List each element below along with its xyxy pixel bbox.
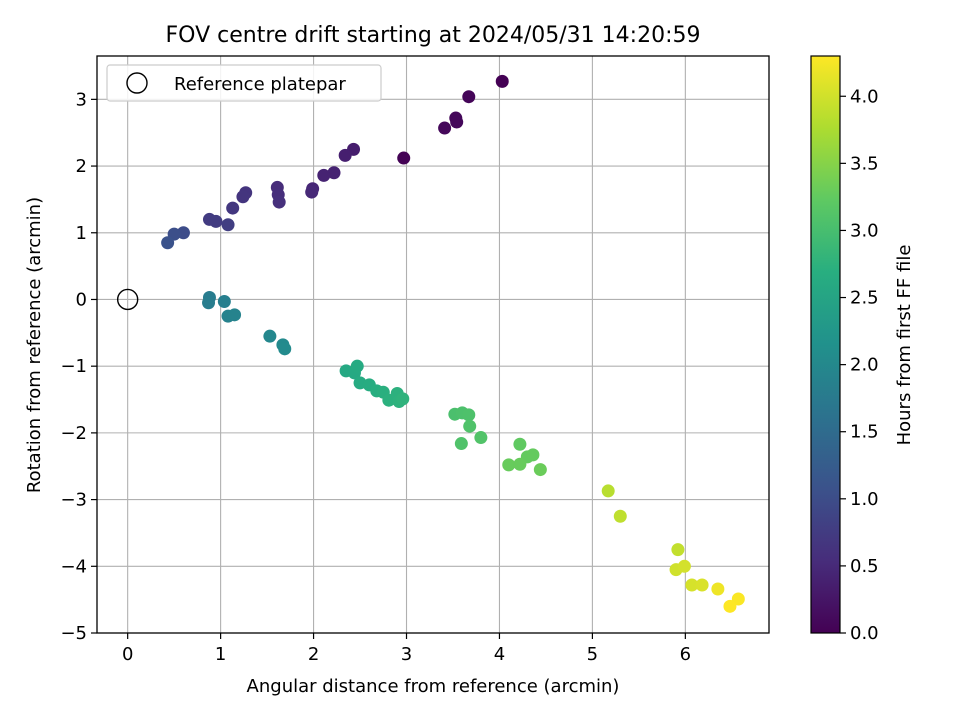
x-tick-label: 5 [587, 644, 598, 665]
data-point [450, 115, 464, 129]
data-point [462, 90, 476, 104]
x-tick-label: 0 [122, 644, 133, 665]
x-axis-label: Angular distance from reference (arcmin) [247, 676, 620, 697]
data-point [723, 599, 737, 613]
data-point [278, 342, 292, 356]
x-tick-label: 2 [308, 644, 319, 665]
y-tick-label: −1 [60, 356, 87, 377]
x-tick-label: 6 [680, 644, 691, 665]
x-tick-label: 1 [215, 644, 226, 665]
colorbar-tick-label: 3.0 [850, 220, 879, 241]
colorbar-tick-label: 3.5 [850, 153, 879, 174]
data-point [217, 294, 231, 308]
reference-platepar-marker [116, 288, 139, 311]
colorbar-tick-label: 1.5 [850, 422, 879, 443]
x-tick-label: 4 [494, 644, 505, 665]
y-tick-label: 2 [76, 156, 87, 177]
data-point [202, 296, 216, 310]
x-axis-ticks: 0 1 2 3 4 5 6 [122, 633, 691, 665]
y-tick-label: 0 [76, 289, 87, 310]
data-point [272, 195, 286, 209]
colorbar-tick-label: 1.0 [850, 489, 879, 510]
legend-box [106, 64, 382, 102]
reference-marker [116, 288, 139, 311]
data-point [495, 74, 509, 88]
colorbar-label: Hours from first FF file [894, 245, 915, 446]
data-point [601, 484, 615, 498]
data-point [263, 329, 277, 343]
data-point [327, 166, 341, 180]
data-point [226, 201, 240, 215]
data-point [338, 148, 352, 162]
legend-label: Reference platepar [174, 74, 346, 95]
data-point [685, 578, 699, 592]
y-tick-label: −5 [60, 623, 87, 644]
data-point [613, 509, 627, 523]
legend: Reference platepar [106, 64, 382, 102]
data-points [161, 74, 745, 613]
chart-title: FOV centre drift starting at 2024/05/31 … [166, 23, 701, 48]
colorbar-ticks: 0.0 0.5 1.0 1.5 2.0 2.5 3.0 3.5 4.0 [840, 86, 879, 644]
data-point [396, 392, 410, 406]
data-point [462, 408, 476, 422]
plot-frame [96, 55, 770, 634]
legend-marker-icon [126, 72, 148, 94]
y-tick-label: −3 [60, 490, 87, 511]
data-point [305, 185, 319, 199]
y-tick-label: 1 [76, 223, 87, 244]
colorbar [810, 55, 841, 634]
data-point [350, 359, 364, 373]
data-point [526, 448, 540, 462]
data-point [513, 437, 527, 451]
data-point [731, 592, 745, 606]
data-point [533, 463, 547, 477]
data-point [236, 190, 250, 204]
data-point [438, 121, 452, 135]
data-point [502, 458, 516, 472]
y-tick-label: −2 [60, 423, 87, 444]
colorbar-tick-label: 2.5 [850, 288, 879, 309]
data-point [463, 419, 477, 433]
colorbar-tick-label: 0.5 [850, 556, 879, 577]
data-point [671, 543, 685, 557]
data-point [317, 168, 331, 182]
data-point [454, 437, 468, 451]
data-point [209, 214, 223, 228]
colorbar-tick-label: 0.0 [850, 623, 879, 644]
y-axis-ticks: −5 −4 −3 −2 −1 0 1 2 3 [60, 89, 97, 644]
data-point [161, 236, 175, 250]
data-point [221, 218, 235, 232]
x-tick-label: 3 [401, 644, 412, 665]
data-point [695, 578, 709, 592]
data-point [474, 431, 488, 445]
data-point [677, 559, 691, 573]
y-axis-label: Rotation from reference (arcmin) [24, 197, 45, 493]
data-point [513, 457, 527, 471]
data-point [711, 582, 725, 596]
data-point [397, 151, 411, 165]
grid-lines [97, 56, 769, 634]
data-point [228, 308, 242, 322]
colorbar-tick-label: 2.0 [850, 355, 879, 376]
y-tick-label: −4 [60, 556, 87, 577]
y-tick-label: 3 [76, 89, 87, 110]
colorbar-tick-label: 4.0 [850, 86, 879, 107]
